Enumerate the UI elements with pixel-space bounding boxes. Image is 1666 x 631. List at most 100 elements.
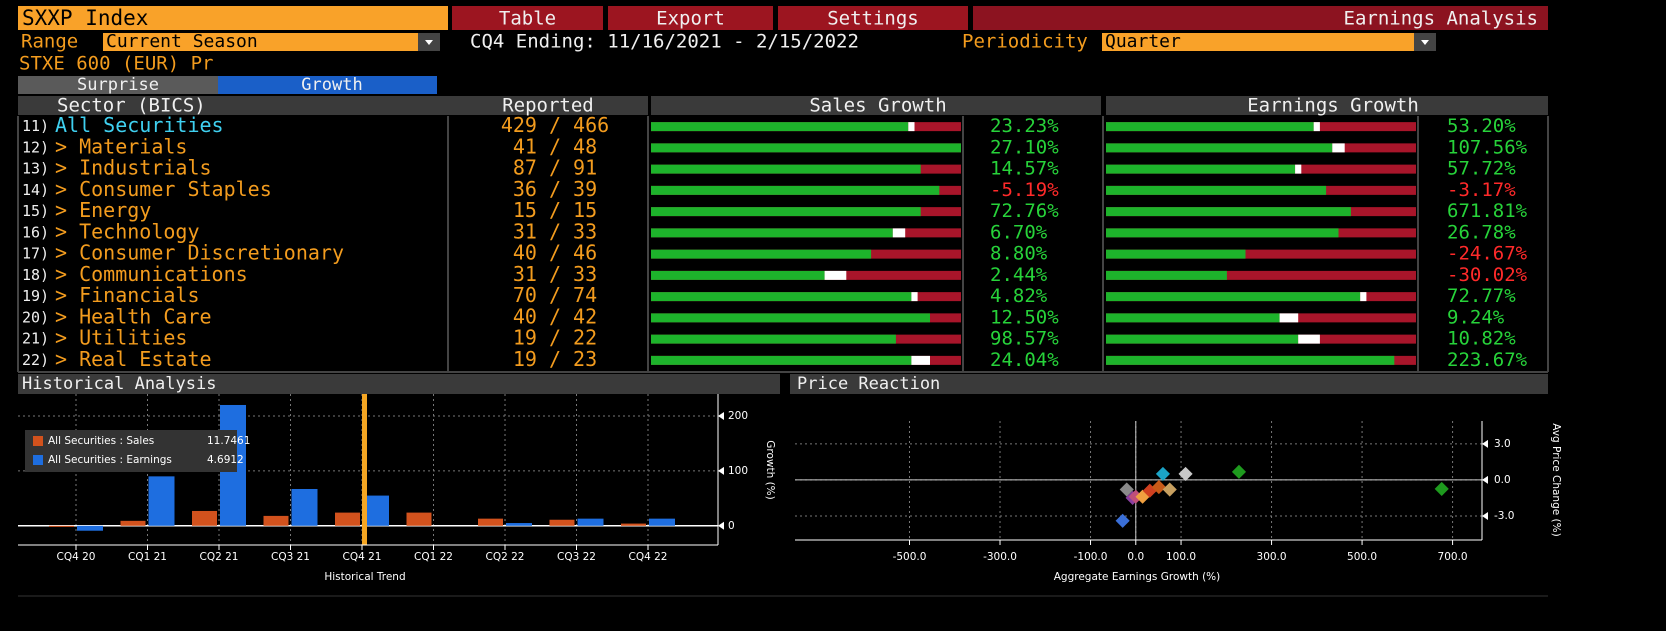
sector-name[interactable]: > Industrials	[55, 156, 212, 180]
column-title: Reported	[502, 95, 594, 117]
tab-label[interactable]: Surprise	[77, 75, 159, 95]
reported-count: 40 / 42	[513, 304, 597, 328]
bar-positive	[651, 292, 912, 302]
legend-label: All Securities : Earnings	[48, 454, 172, 466]
tab[interactable]	[18, 76, 218, 94]
menu-button[interactable]	[608, 6, 773, 30]
earnings-growth: 9.24%	[1447, 306, 1505, 328]
sector-name[interactable]: All Securities	[55, 113, 224, 137]
bar	[621, 523, 646, 526]
sector-name[interactable]: > Utilities	[55, 326, 187, 350]
bar	[120, 520, 146, 526]
earnings-growth: -3.17%	[1447, 179, 1516, 201]
y-tick	[1482, 511, 1488, 520]
periodicity-dropdown[interactable]	[1102, 33, 1436, 51]
menu-button[interactable]	[778, 6, 968, 30]
bar-positive	[1106, 164, 1296, 174]
function-bar	[973, 6, 1548, 30]
sector-name[interactable]: > Health Care	[55, 304, 212, 328]
y-tick	[718, 411, 724, 420]
sector-name[interactable]: > Energy	[55, 198, 151, 222]
x-tick-label: CQ4 20	[57, 551, 96, 563]
period-text: CQ4 Ending: 11/16/2021 - 2/15/2022	[470, 31, 859, 53]
row-number: 16)	[22, 223, 49, 241]
scatter-point[interactable]	[1162, 482, 1177, 497]
row-number: 13)	[22, 160, 49, 178]
sales-growth: 72.76%	[990, 200, 1059, 222]
sector-name[interactable]: > Communications	[55, 262, 248, 286]
row-number: 17)	[22, 245, 49, 263]
panel-title: Historical Analysis	[22, 374, 216, 394]
y-tick-label: 3.0	[1494, 438, 1511, 450]
tab-label[interactable]: Growth	[301, 75, 362, 95]
x-tick-label: CQ3 21	[271, 551, 310, 563]
sales-growth: 23.23%	[990, 115, 1059, 137]
bar	[291, 488, 318, 526]
column-header	[1106, 96, 1548, 115]
bar-positive	[1106, 185, 1327, 195]
security-field[interactable]	[18, 6, 448, 30]
bar-positive	[651, 122, 909, 132]
bar-positive	[1106, 292, 1361, 302]
bar-marker	[1313, 122, 1320, 132]
y-tick	[1482, 475, 1488, 484]
sector-name[interactable]: > Real Estate	[55, 347, 212, 371]
scatter-point[interactable]	[1115, 513, 1130, 528]
range-dropdown[interactable]	[103, 33, 440, 51]
earnings-growth: 10.82%	[1447, 328, 1516, 350]
bar-track	[1106, 270, 1416, 280]
x-tick-label: 100.0	[1166, 551, 1196, 563]
bar-marker	[911, 292, 918, 302]
x-tick-label: CQ1 21	[128, 551, 167, 563]
sales-growth: 4.82%	[990, 285, 1048, 307]
menu-button[interactable]	[452, 6, 603, 30]
menu-button-label[interactable]: Settings	[827, 8, 919, 30]
bar-positive	[651, 185, 940, 195]
sector-name[interactable]: > Consumer Staples	[55, 177, 272, 201]
bar	[77, 525, 103, 531]
scatter-point[interactable]	[1151, 480, 1166, 495]
bar	[549, 519, 575, 526]
x-tick-label: 0.0	[1127, 551, 1144, 563]
dropdown-arrow	[425, 40, 433, 45]
earnings-growth: 671.81%	[1447, 200, 1528, 222]
bar-positive	[1106, 270, 1227, 280]
row-number: 21)	[22, 330, 49, 348]
legend-swatch	[33, 436, 43, 446]
bar-positive	[1106, 143, 1333, 153]
row-number: 14)	[22, 181, 49, 199]
bar	[335, 512, 360, 526]
x-tick-label: -300.0	[983, 551, 1017, 563]
menu-button-label[interactable]: Table	[499, 8, 556, 30]
bar-positive	[1106, 228, 1339, 238]
bar	[406, 512, 432, 526]
sector-name[interactable]: > Materials	[55, 134, 187, 158]
row-number: 19)	[22, 287, 49, 305]
bar-positive	[1106, 313, 1280, 323]
x-tick-label: 500.0	[1347, 551, 1377, 563]
column-title: Earnings Growth	[1247, 95, 1419, 117]
bar-positive	[1106, 249, 1246, 259]
sector-name[interactable]: > Financials	[55, 283, 200, 307]
sector-name[interactable]: > Technology	[55, 219, 200, 243]
periodicity-value: Quarter	[1105, 31, 1181, 52]
reported-count: 19 / 23	[513, 347, 597, 371]
tab-active[interactable]	[218, 76, 437, 94]
scatter-point[interactable]	[1231, 464, 1247, 479]
scatter-point[interactable]	[1434, 481, 1449, 496]
row-number: 18)	[22, 266, 49, 284]
bar-marker	[1279, 313, 1299, 323]
bar-marker	[1295, 164, 1302, 174]
y-tick-label: 100	[728, 465, 748, 477]
menu-button-label[interactable]: Export	[656, 8, 725, 30]
bar-marker	[892, 228, 906, 238]
sales-growth: 98.57%	[990, 328, 1059, 350]
scatter-point[interactable]	[1119, 482, 1134, 497]
sector-name[interactable]: > Consumer Discretionary	[55, 241, 344, 265]
function-title: Earnings Analysis	[1344, 8, 1538, 30]
bar	[192, 510, 217, 526]
scatter-point[interactable]	[1155, 466, 1171, 481]
scatter-point[interactable]	[1178, 466, 1193, 481]
